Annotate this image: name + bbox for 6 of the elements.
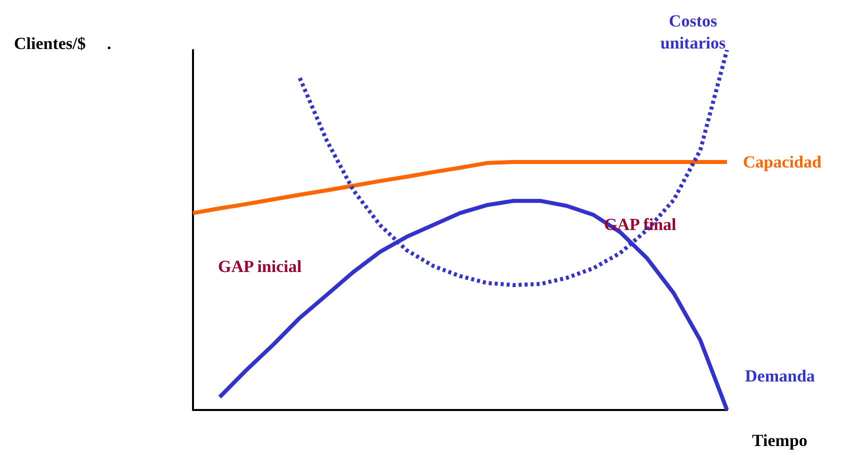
series-label: Demanda (745, 366, 816, 386)
x-axis-title: Tiempo (752, 431, 808, 450)
annotation: GAP inicial (218, 257, 302, 276)
y-axis-title: Clientes/$ . (14, 34, 112, 53)
series-label: Costos unitarios (660, 12, 726, 52)
series-label: Capacidad (743, 152, 822, 172)
